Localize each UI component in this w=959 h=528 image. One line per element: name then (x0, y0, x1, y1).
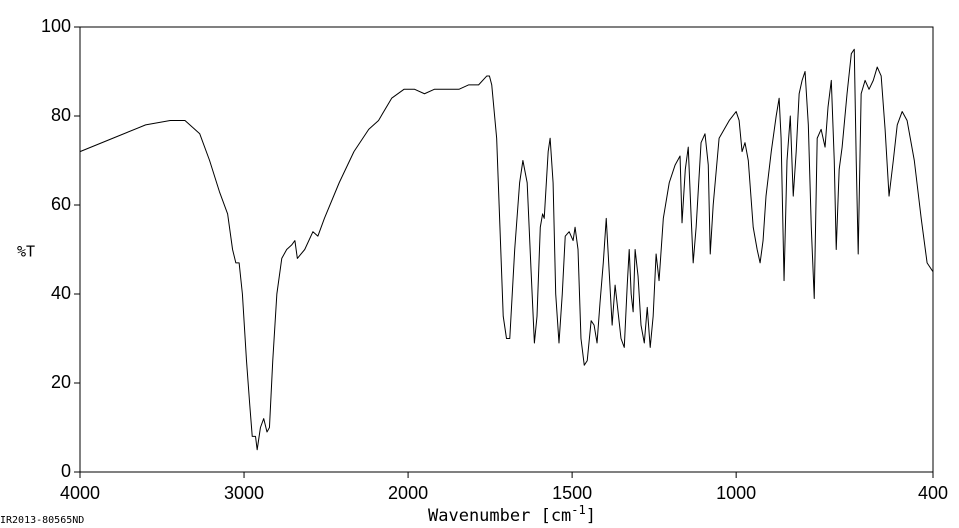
x-axis-label-sup: -1 (571, 503, 585, 517)
y-tick-label: 60 (51, 194, 71, 214)
y-tick-label: 0 (61, 461, 71, 481)
y-axis-label: %T (17, 243, 35, 261)
x-tick-label: 4000 (60, 483, 100, 503)
y-tick-label: 20 (51, 372, 71, 392)
x-axis-label-main: Wavenumber [cm (428, 506, 571, 526)
y-tick-label: 80 (51, 105, 71, 125)
y-tick-label: 40 (51, 283, 71, 303)
x-tick-label: 1000 (716, 483, 756, 503)
x-tick-label: 1500 (552, 483, 592, 503)
x-tick-label: 3000 (224, 483, 264, 503)
x-axis-label-end: ] (586, 506, 596, 526)
plot-frame (79, 26, 934, 473)
spectrum-line (79, 48, 934, 451)
x-axis-label: Wavenumber [cm-1] (428, 503, 596, 527)
y-tick-label: 100 (41, 16, 71, 36)
annotation: IR2013-80565ND (0, 515, 84, 526)
x-tick-label: 2000 (388, 483, 428, 503)
x-tick-label: 400 (918, 483, 948, 503)
